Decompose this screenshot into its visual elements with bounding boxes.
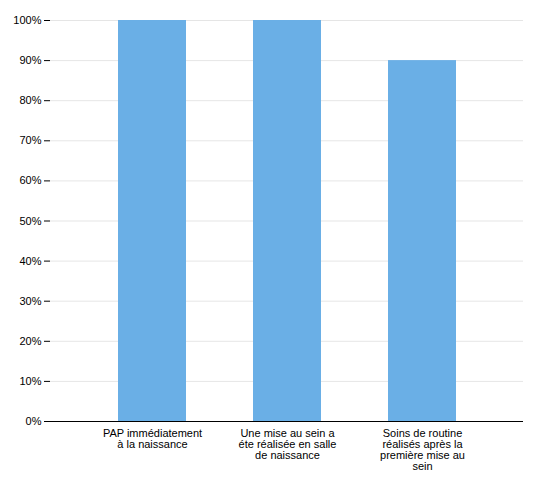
svg-text:100%: 100%: [13, 14, 41, 26]
svg-text:0%: 0%: [26, 415, 42, 427]
svg-text:30%: 30%: [19, 295, 41, 307]
svg-text:60%: 60%: [19, 174, 41, 186]
svg-text:80%: 80%: [19, 94, 41, 106]
svg-text:50%: 50%: [19, 215, 41, 227]
svg-text:PAP immédiatementà la naissanc: PAP immédiatementà la naissance: [103, 427, 202, 450]
svg-text:20%: 20%: [19, 335, 41, 347]
svg-text:90%: 90%: [19, 54, 41, 66]
svg-text:10%: 10%: [19, 375, 41, 387]
svg-text:Soins de routineréalisés après: Soins de routineréalisés après lapremièr…: [380, 427, 465, 472]
svg-text:40%: 40%: [19, 255, 41, 267]
svg-text:Une mise au sein aéte réalisée: Une mise au sein aéte réalisée en salled…: [239, 427, 337, 461]
svg-text:70%: 70%: [19, 134, 41, 146]
